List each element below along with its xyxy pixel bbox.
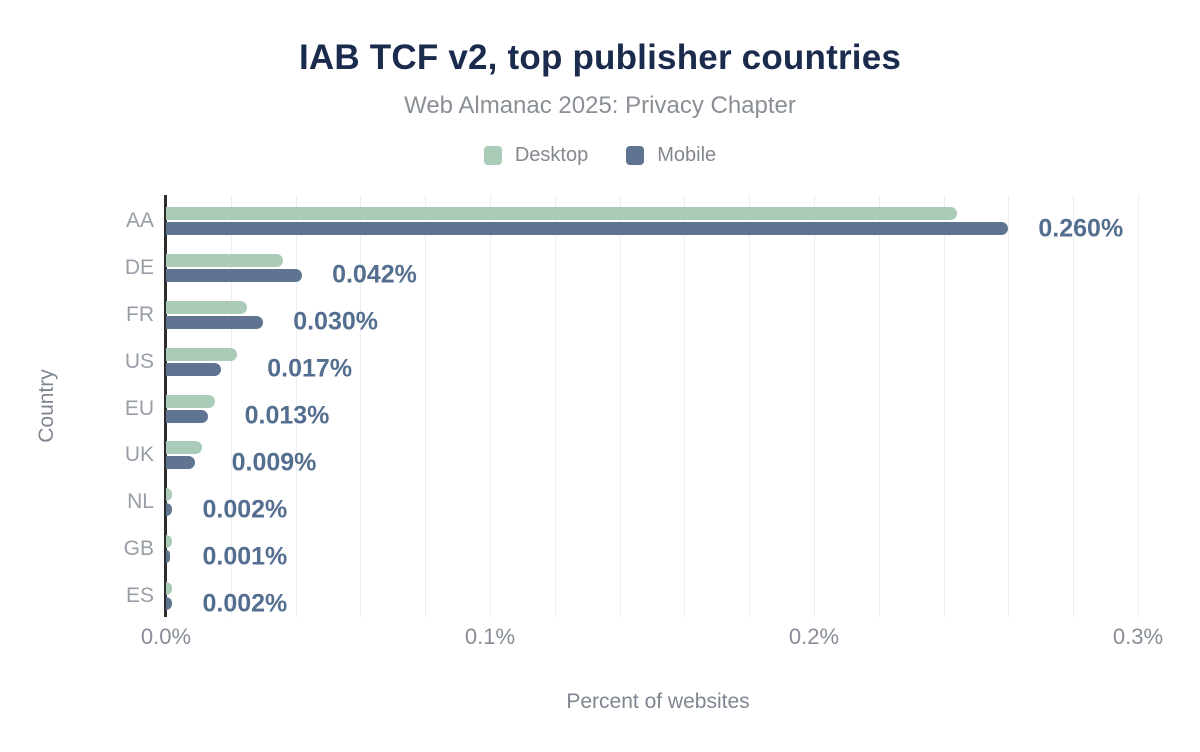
legend-item-desktop: Desktop	[483, 144, 589, 167]
desktop-bar	[166, 535, 173, 549]
mobile-swatch-icon	[626, 146, 645, 165]
bar-group: EU 0.013%	[125, 383, 1150, 430]
gridline	[1138, 195, 1139, 617]
bars	[166, 347, 238, 376]
y-axis-title: Country	[35, 369, 58, 443]
mobile-bar	[166, 222, 1009, 235]
gridline	[360, 195, 362, 617]
gridline	[814, 195, 815, 617]
gridline	[1073, 195, 1075, 617]
bars	[166, 582, 173, 611]
bars	[166, 535, 173, 564]
chart-subtitle: Web Almanac 2025: Privacy Chapter	[404, 92, 796, 119]
gridline	[684, 195, 686, 617]
country-label: ES	[125, 584, 154, 608]
x-axis-title: Percent of websites	[566, 690, 750, 713]
chart-title: IAB TCF v2, top publisher countries	[298, 38, 902, 77]
bar-group: US 0.017%	[125, 336, 1150, 383]
x-tick-label: 0.1%	[464, 624, 516, 649]
bar-group: DE 0.042%	[125, 242, 1150, 289]
bars	[166, 394, 215, 423]
mobile-bar	[166, 503, 173, 517]
mobile-bar	[166, 362, 222, 376]
mobile-bar	[166, 550, 170, 564]
mobile-bar	[166, 315, 264, 329]
x-tick-label: 0.2%	[788, 624, 840, 649]
bar-group: NL 0.002%	[127, 476, 1150, 524]
country-label: FR	[126, 302, 154, 326]
gridline	[295, 195, 297, 617]
gridline	[490, 195, 491, 617]
value-label: 0.013%	[244, 401, 330, 430]
bars	[166, 488, 173, 517]
bars	[166, 207, 1009, 235]
gridline	[749, 195, 751, 617]
desktop-swatch-icon	[483, 146, 502, 165]
x-tick-label: 0.3%	[1112, 624, 1164, 649]
country-label: AA	[125, 209, 154, 232]
bars	[166, 253, 303, 282]
gridline	[878, 195, 880, 617]
gridline	[619, 195, 621, 617]
mobile-bar	[166, 409, 209, 423]
legend: Desktop Mobile	[0, 144, 1200, 167]
bar-group: AA 0.260%	[126, 195, 1150, 242]
value-label: 0.002%	[202, 589, 288, 618]
mobile-bar	[166, 597, 173, 611]
value-label: 0.260%	[1038, 214, 1124, 242]
desktop-bar	[166, 582, 173, 596]
country-label: DE	[124, 255, 154, 279]
country-label: UK	[124, 443, 154, 467]
gridline	[1008, 195, 1010, 617]
country-label: US	[124, 349, 154, 373]
legend-item-mobile: Mobile	[626, 144, 716, 167]
desktop-bar	[166, 488, 173, 502]
value-label: 0.002%	[202, 495, 288, 524]
desktop-bar	[166, 207, 957, 220]
bar-group: UK 0.009%	[125, 429, 1150, 477]
bar-groups: AA 0.260% DE 0.042% FR 0.030% US 0.017% EU 0.013%…	[124, 195, 1150, 618]
y-axis-line	[164, 195, 167, 617]
mobile-bar	[166, 268, 303, 282]
bars	[166, 441, 202, 470]
plot-area: AA 0.260% DE 0.042% FR 0.030% US 0.017% EU 0.013%…	[124, 195, 1150, 618]
value-label: 0.009%	[231, 448, 317, 477]
desktop-bar	[166, 441, 202, 455]
x-tick-label: 0.0%	[140, 624, 192, 649]
value-label: 0.042%	[332, 260, 417, 289]
value-label: 0.030%	[293, 307, 378, 336]
country-label: EU	[124, 396, 154, 420]
bar-group: ES 0.002%	[126, 570, 1150, 618]
legend-label-desktop: Desktop	[514, 144, 589, 166]
x-axis-ticks: 0.0% 0.1% 0.2% 0.3%	[141, 624, 1163, 652]
country-label: NL	[127, 490, 154, 514]
country-label: GB	[123, 537, 154, 561]
desktop-bar	[166, 347, 238, 361]
gridline	[425, 195, 427, 617]
gridline	[943, 195, 945, 617]
desktop-bar	[166, 394, 215, 408]
bar-group: FR 0.030%	[126, 289, 1150, 336]
desktop-bar	[166, 300, 247, 314]
gridline	[230, 195, 232, 617]
legend-label-mobile: Mobile	[657, 144, 717, 166]
value-label: 0.017%	[267, 354, 353, 383]
value-label: 0.001%	[202, 542, 288, 571]
bars	[166, 300, 264, 329]
desktop-bar	[166, 253, 283, 267]
gridline	[554, 195, 556, 617]
bar-group: GB 0.001%	[124, 523, 1150, 571]
mobile-bar	[166, 456, 196, 470]
